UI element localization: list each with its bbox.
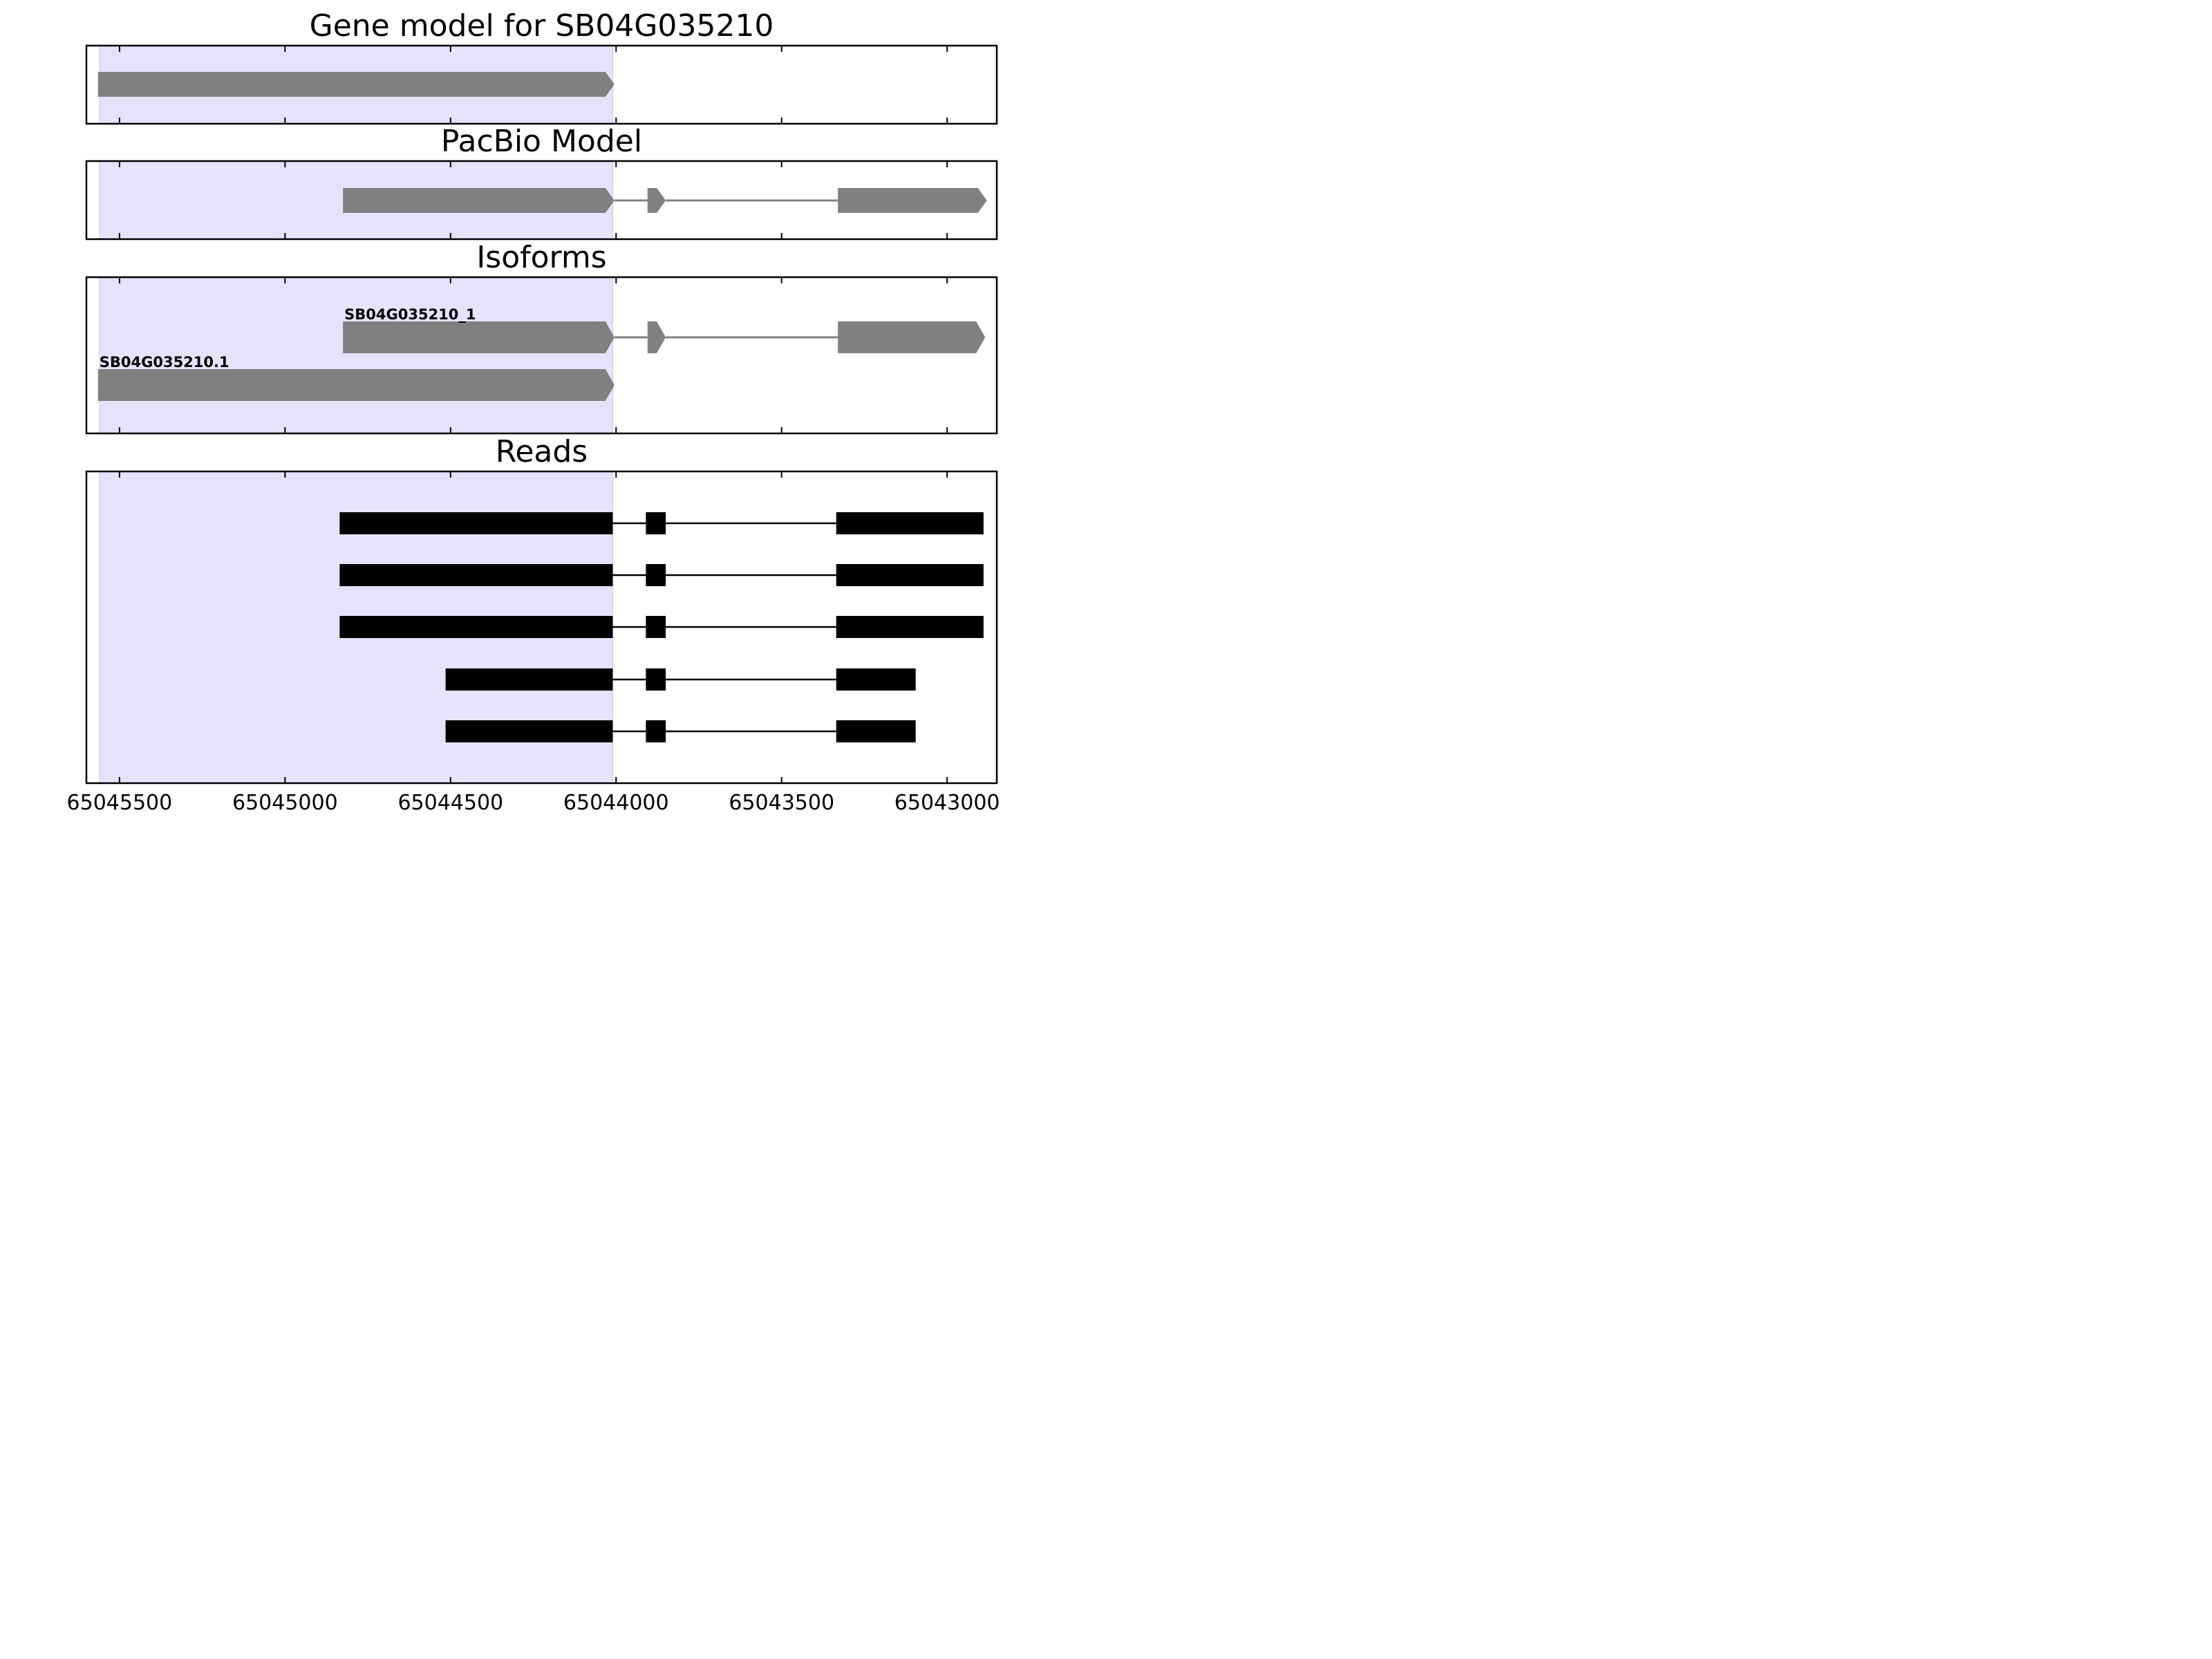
model-exon: [97, 369, 615, 401]
x-tick-label: 65044500: [397, 791, 503, 813]
panel-frame: [85, 160, 998, 241]
model-exon: [343, 321, 615, 353]
read-exon: [836, 616, 984, 638]
read-exon: [646, 720, 666, 742]
highlight-region: [99, 276, 613, 434]
model-exon: [838, 321, 986, 353]
panel-title: Isoforms: [476, 240, 606, 275]
panel-title: PacBio Model: [441, 124, 642, 159]
model-exon: [97, 72, 615, 97]
read-exon: [646, 512, 666, 534]
x-tick-label: 65043500: [729, 791, 834, 813]
read-exon: [836, 668, 916, 691]
read-exon: [646, 616, 666, 638]
isoform-label: SB04G035210.1: [100, 354, 229, 371]
read-exon: [836, 564, 984, 586]
panel-title: Gene model for SB04G035210: [310, 8, 774, 44]
read-exon: [836, 512, 984, 534]
model-exon: [838, 188, 987, 213]
panel-title: Reads: [496, 434, 588, 469]
x-tick-label: 65045500: [67, 791, 173, 813]
x-tick-label: 65045000: [232, 791, 338, 813]
panel-frame: [85, 276, 998, 435]
read-exon: [445, 720, 613, 742]
x-tick-label: 65043000: [894, 791, 1000, 813]
panel-frame: [85, 470, 998, 785]
x-tick-label: 65044000: [563, 791, 669, 813]
read-exon: [339, 564, 613, 586]
model-exon: [647, 188, 666, 213]
model-exon: [647, 321, 666, 353]
read-exon: [339, 512, 613, 534]
read-exon: [836, 720, 916, 742]
gene-structure-chart: Gene model for SB04G035210 PacBio Model Is…: [67, 8, 1000, 813]
model-exon: [343, 188, 615, 213]
read-exon: [445, 668, 613, 691]
read-exon: [339, 616, 613, 638]
panel-frame: [85, 44, 998, 125]
read-exon: [646, 668, 666, 691]
isoform-label: SB04G035210_1: [344, 306, 476, 323]
read-exon: [646, 564, 666, 586]
